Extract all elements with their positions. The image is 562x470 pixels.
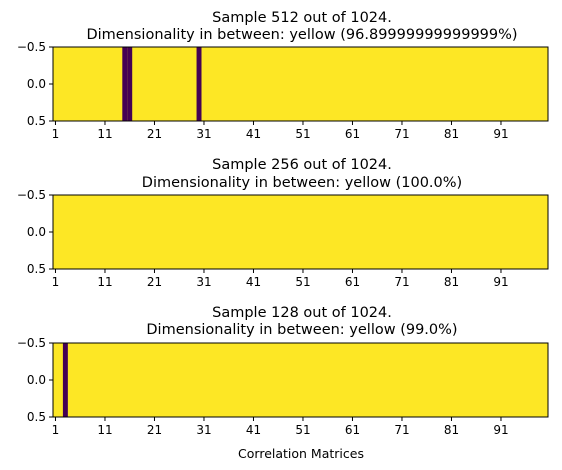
x-tick-label: 61 [345, 275, 360, 289]
x-tick-label: 41 [246, 423, 261, 437]
y-tick-label: 0.0 [27, 77, 46, 91]
panel-2: Sample 256 out of 1024. Dimensionality i… [17, 157, 549, 289]
panel-3-plot-area: −0.50.00.51 11 21 31 41 51 61 71 81 91 [17, 336, 549, 437]
heatmap-cell-low [196, 47, 202, 121]
x-tick-label: 51 [295, 275, 310, 289]
heatmap-cell-low [122, 47, 128, 121]
panel-2-title-line1: Sample 256 out of 1024. [212, 157, 392, 173]
y-tick-label: 0.0 [27, 225, 46, 239]
panel-1-title-line1: Sample 512 out of 1024. [212, 10, 392, 26]
x-tick-label: 71 [394, 423, 409, 437]
heatmap-background [53, 343, 548, 417]
panel-1: Sample 512 out of 1024. Dimensionality i… [17, 10, 549, 141]
x-tick-label: 41 [246, 275, 261, 289]
panel-3: Sample 128 out of 1024. Dimensionality i… [17, 305, 549, 461]
panel-1-title-line2: Dimensionality in between: yellow (96.89… [86, 27, 517, 43]
x-tick-label: 31 [196, 423, 211, 437]
x-tick-label: 61 [345, 423, 360, 437]
x-tick-label: 81 [444, 423, 459, 437]
y-tick-label: 0.5 [27, 114, 46, 128]
panel-3-x-axis-label: Correlation Matrices [238, 446, 364, 461]
x-tick-label: 11 [97, 275, 112, 289]
panel-2-plot-area: −0.50.00.51 11 21 31 41 51 61 71 81 91 [17, 188, 549, 289]
x-tick-label: 91 [493, 423, 508, 437]
y-tick-label: 0.5 [27, 262, 46, 276]
y-tick-label: −0.5 [17, 188, 46, 202]
x-tick-label: 51 [295, 423, 310, 437]
x-tick-label: 31 [196, 275, 211, 289]
x-tick-label: 91 [493, 127, 508, 141]
x-tick-label: 21 [147, 423, 162, 437]
heatmap-cell-low [127, 47, 133, 121]
panel-2-title-line2: Dimensionality in between: yellow (100.0… [142, 175, 462, 191]
x-tick-label: 21 [147, 275, 162, 289]
panel-3-title-line1: Sample 128 out of 1024. [212, 305, 392, 321]
x-tick-label: 21 [147, 127, 162, 141]
y-tick-label: −0.5 [17, 336, 46, 350]
x-tick-label: 1 [52, 423, 60, 437]
x-tick-label: 61 [345, 127, 360, 141]
x-tick-label: 1 [52, 127, 60, 141]
y-tick-label: −0.5 [17, 40, 46, 54]
panel-3-title-line2: Dimensionality in between: yellow (99.0%… [146, 322, 457, 338]
x-tick-label: 71 [394, 275, 409, 289]
x-tick-label: 11 [97, 423, 112, 437]
x-tick-label: 1 [52, 275, 60, 289]
heatmap-cell-low [62, 343, 68, 417]
x-tick-label: 41 [246, 127, 261, 141]
x-tick-label: 81 [444, 127, 459, 141]
y-tick-label: 0.5 [27, 410, 46, 424]
panel-1-plot-area: −0.50.00.51 11 21 31 41 51 61 71 81 91 [17, 40, 549, 141]
x-tick-label: 31 [196, 127, 211, 141]
x-tick-label: 81 [444, 275, 459, 289]
x-tick-label: 11 [97, 127, 112, 141]
x-tick-label: 51 [295, 127, 310, 141]
heatmap-background [53, 47, 548, 121]
x-tick-label: 91 [493, 275, 508, 289]
y-tick-label: 0.0 [27, 373, 46, 387]
heatmap-background [53, 195, 548, 269]
x-tick-label: 71 [394, 127, 409, 141]
